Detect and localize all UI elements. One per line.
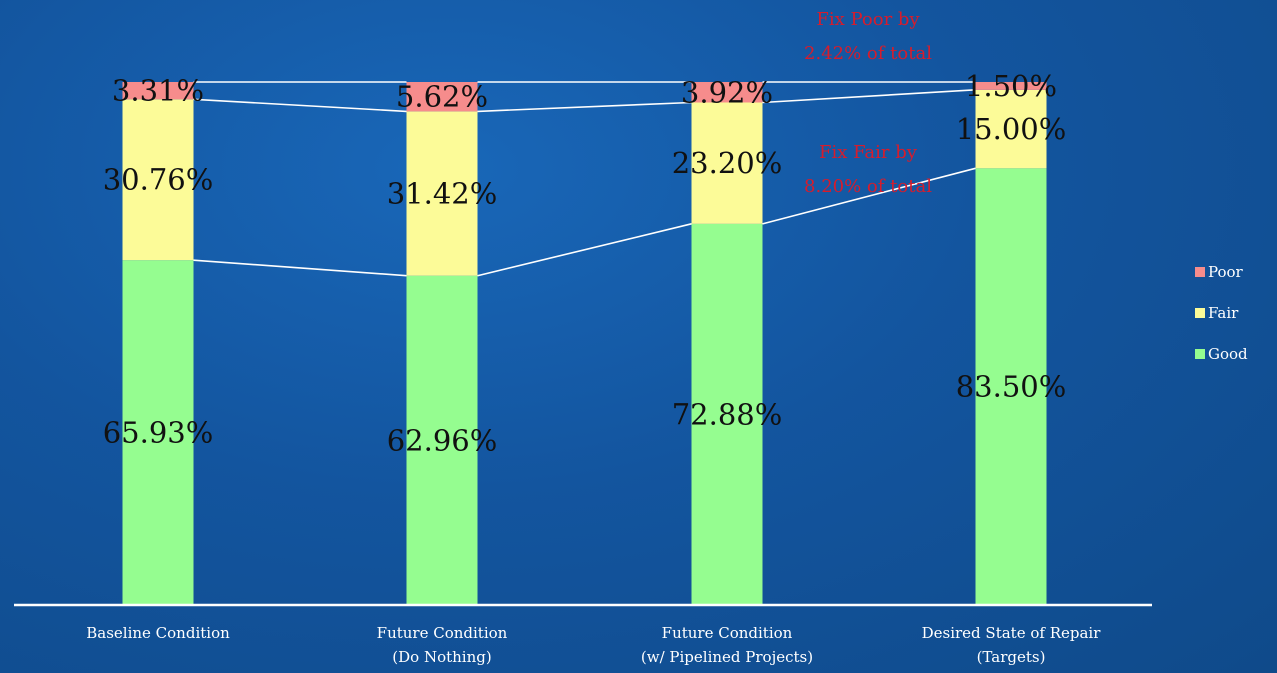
- data-label-good-3: 83.50%: [956, 370, 1067, 404]
- annotation-1-0: Fix Fair by: [819, 142, 918, 163]
- bar-good-1: [406, 275, 478, 605]
- data-label-fair-2: 23.20%: [672, 146, 783, 180]
- legend-label-good: Good: [1208, 345, 1248, 363]
- bar-fair-0: [122, 99, 194, 261]
- category-label-1-0: Future Condition: [377, 624, 508, 642]
- data-label-poor-2: 3.92%: [681, 75, 773, 109]
- category-label-2-0: Future Condition: [662, 624, 793, 642]
- data-label-fair-1: 31.42%: [387, 177, 498, 211]
- annotation-0-0: Fix Poor by: [816, 9, 920, 30]
- bar-fair-2: [691, 102, 763, 224]
- category-label-1-1: (Do Nothing): [392, 648, 491, 666]
- category-labels: Baseline Condition Future Condition (Do No…: [86, 624, 1101, 666]
- bar-fair-1: [406, 111, 478, 276]
- bar-fair-3: [975, 89, 1047, 169]
- data-label-poor-1: 5.62%: [396, 80, 488, 114]
- connector-line-1-1: [477, 101, 692, 113]
- category-label-0-0: Baseline Condition: [86, 624, 230, 642]
- connector-line-1-2: [762, 89, 976, 104]
- bar-poor-0: [122, 82, 194, 100]
- data-label-good-0: 65.93%: [103, 416, 214, 450]
- connector-lines-overlay: [193, 81, 976, 277]
- legend-swatch-good: [1195, 349, 1205, 359]
- legend-label-fair: Fair: [1208, 304, 1239, 322]
- category-label-3-1: (Targets): [977, 648, 1046, 666]
- data-label-fair-3: 15.00%: [956, 112, 1067, 146]
- legend-swatch-poor: [1195, 267, 1205, 277]
- connector-line-0-2: [762, 167, 976, 225]
- data-label-fair-0: 30.76%: [103, 163, 214, 197]
- legend-label-poor: Poor: [1208, 263, 1244, 281]
- connector-line-0-1: [477, 223, 692, 277]
- connector-line-1-0: [193, 98, 407, 113]
- data-label-poor-3: 1.50%: [965, 69, 1057, 103]
- legend: Poor Fair Good: [1195, 263, 1248, 363]
- connector-line-0-0: [193, 259, 407, 277]
- bars-group: [122, 82, 1047, 606]
- data-label-poor-0: 3.31%: [112, 74, 204, 108]
- data-label-good-1: 62.96%: [387, 423, 498, 457]
- data-label-good-2: 72.88%: [672, 397, 783, 431]
- bar-poor-1: [406, 82, 478, 112]
- bar-good-3: [975, 168, 1047, 606]
- bar-poor-2: [691, 82, 763, 103]
- annotation-0-1: 2.42% of total: [804, 43, 932, 64]
- bar-good-0: [122, 260, 194, 605]
- legend-swatch-fair: [1195, 308, 1205, 318]
- category-label-3-0: Desired State of Repair: [922, 624, 1102, 642]
- segment-labels: 65.93% 30.76% 3.31% 62.96% 31.42% 5.62% 72.88%…: [103, 69, 1067, 457]
- annotation-1-1: 8.20% of total: [804, 176, 932, 197]
- annotations: Fix Poor by 2.42% of total Fix Fair by 8.20…: [804, 9, 932, 197]
- bar-good-2: [691, 223, 763, 606]
- category-label-2-1: (w/ Pipelined Projects): [641, 648, 813, 666]
- bar-poor-3: [975, 82, 1047, 90]
